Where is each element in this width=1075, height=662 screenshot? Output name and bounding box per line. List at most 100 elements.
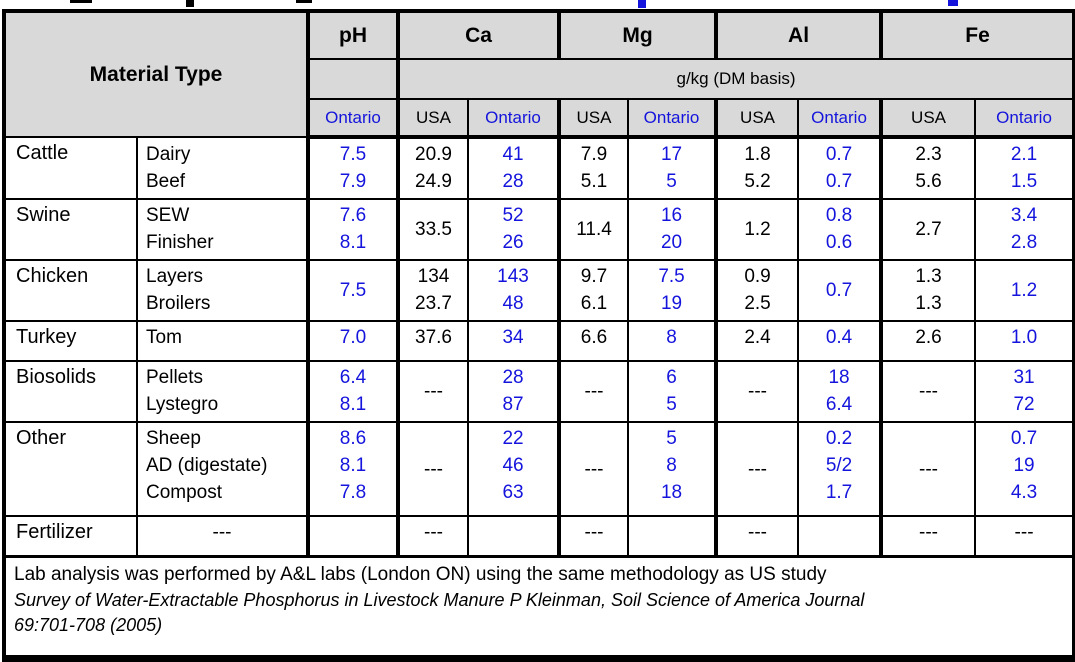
units-label: g/kg (DM basis) (395, 58, 1075, 100)
table-row-other: Other Sheep AD (digestate) Compost 8.6 8.1 7.8… (3, 421, 1075, 517)
value-cell-mg-on (627, 515, 718, 558)
table-row-fertilizer: Fertilizer --- --- --- --- --- --- (3, 515, 1075, 558)
category-cell: Fertilizer (3, 515, 138, 558)
value-cell-ca-on: 143 48 (466, 259, 561, 322)
value-line: 20.9 (415, 144, 452, 165)
material-type-header: Material Type (3, 10, 309, 138)
value-cell-fe-on: 0.7 19 4.3 (974, 421, 1075, 517)
value-cell-mg-usa: --- (557, 515, 630, 558)
value-cell-mg-usa: 6.6 (557, 320, 630, 362)
value-line: 2.3 (915, 144, 942, 165)
value-cell-al-on: 0.8 0.6 (797, 198, 883, 261)
value-cell-ph: 7.0 (306, 320, 399, 362)
value-line: 5 (666, 394, 677, 415)
subtype-label: Beef (146, 170, 186, 192)
value-line: 8.1 (339, 232, 367, 253)
value-cell-mg-on: 16 20 (627, 198, 718, 261)
value-cell-ca-on: 41 28 (466, 136, 561, 200)
value-line: 143 (497, 266, 529, 287)
subtype-label: Dairy (146, 143, 191, 165)
column-group-mg: Mg (557, 10, 718, 60)
value-line: --- (584, 522, 604, 543)
value-cell-fe-usa: --- (879, 515, 977, 558)
value-line: 7.5 (658, 266, 685, 287)
value-line: 18 (660, 482, 683, 503)
value-line: 0.4 (825, 327, 853, 348)
subcol-al-usa: USA (714, 98, 800, 139)
table-row-cattle: Cattle Dairy Beef 7.5 7.9 20.9 24.9 41 28 7.9 5.1 1… (3, 136, 1075, 200)
value-line: 0.8 (825, 205, 853, 226)
value-line: 33.5 (415, 219, 452, 240)
subtype-label: Pellets (146, 367, 204, 388)
value-line: 1.3 (915, 266, 942, 287)
value-cell-ca-on: 52 26 (466, 198, 561, 261)
value-line: --- (919, 458, 939, 480)
value-line: 9.7 (580, 266, 608, 287)
value-cell-fe-usa: --- (879, 421, 977, 517)
value-cell-ca-on (466, 515, 561, 558)
value-cell-ca-usa: 33.5 (396, 198, 469, 261)
ph-units-spacer (306, 58, 399, 100)
value-cell-ph: 7.5 (306, 259, 399, 322)
value-line: 2.5 (744, 293, 771, 314)
value-cell-ca-usa: --- (396, 421, 469, 517)
value-line: 19 (1013, 455, 1035, 476)
value-cell-ph: 7.6 8.1 (306, 198, 399, 261)
value-line: --- (584, 381, 604, 402)
column-group-al: Al (714, 10, 883, 60)
value-line: --- (424, 522, 443, 543)
footnote-line-3: 69:701-708 (2005) (14, 615, 163, 635)
value-cell-fe-usa: --- (879, 360, 977, 423)
value-cell-al-usa: --- (714, 360, 800, 423)
value-cell-al-usa: 2.4 (714, 320, 800, 362)
value-line: 7.9 (339, 171, 367, 192)
value-line: 7.0 (339, 327, 367, 348)
value-line: 72 (1013, 394, 1035, 415)
value-cell-mg-on: 7.5 19 (627, 259, 718, 322)
value-line: 7.5 (339, 280, 367, 301)
value-line: --- (584, 458, 604, 480)
value-cell-al-on: 0.7 0.7 (797, 136, 883, 200)
value-cell-fe-on: 3.4 2.8 (974, 198, 1075, 261)
subcol-ca-usa: USA (396, 98, 469, 139)
table-footnote: Lab analysis was performed by A&L labs (… (2, 555, 1075, 660)
value-line: --- (748, 381, 768, 402)
cropped-title-strip (0, 0, 1075, 9)
column-group-fe: Fe (879, 10, 1075, 60)
value-line: 46 (502, 455, 524, 476)
value-cell-fe-on: 2.1 1.5 (974, 136, 1075, 200)
table-header: Material Type pH Ca Mg Al Fe g/kg (DM ba… (3, 10, 1075, 139)
value-cell-al-usa: --- (714, 421, 800, 517)
value-cell-fe-usa: 2.3 5.6 (879, 136, 977, 200)
value-line: 87 (502, 394, 524, 415)
header-row-units: g/kg (DM basis) (4, 58, 1075, 100)
value-line: 5.2 (744, 171, 771, 192)
value-line: 2.7 (915, 219, 942, 240)
category-cell: Turkey (3, 320, 138, 362)
value-cell-mg-usa: --- (557, 421, 630, 517)
value-cell-al-on (797, 515, 883, 558)
cropped-text-fragment (296, 0, 312, 3)
value-line: 0.7 (825, 171, 853, 192)
subtype-label: AD (digestate) (146, 455, 268, 476)
value-cell-al-usa: 0.9 2.5 (714, 259, 800, 322)
value-cell-fe-on: 1.0 (974, 320, 1075, 362)
value-cell-al-usa: --- (714, 515, 800, 558)
subtype-cell: Tom (136, 320, 309, 362)
value-line: 2.6 (915, 327, 942, 348)
value-line: 7.9 (580, 144, 608, 165)
column-group-ph: pH (306, 10, 399, 60)
table-row-turkey: Turkey Tom 7.0 37.6 34 6.6 8 2.4 0.4 2.6 1.0 (3, 320, 1075, 362)
category-cell: Swine (3, 198, 138, 261)
value-line: 28 (502, 171, 524, 192)
value-line: 4.3 (1010, 482, 1038, 503)
value-cell-ca-usa: 37.6 (396, 320, 469, 362)
value-line: 6.4 (825, 394, 853, 415)
table-row-chicken: Chicken Layers Broilers 7.5 134 23.7 143 48 9.7 6… (3, 259, 1075, 322)
value-cell-al-on: 0.2 5/2 1.7 (797, 421, 883, 517)
value-line: 6.4 (339, 367, 367, 388)
subcol-ca-ontario: Ontario (466, 98, 561, 139)
header-row-subcolumns: Ontario USA Ontario USA Ontario USA Onta… (4, 98, 1075, 139)
subtype-label: Finisher (146, 232, 214, 253)
value-line: 1.2 (1010, 280, 1038, 301)
